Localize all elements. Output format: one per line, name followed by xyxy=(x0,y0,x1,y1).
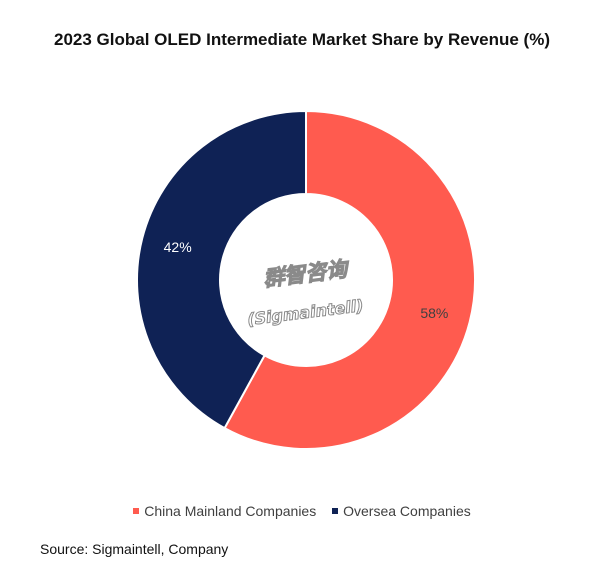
source-note: Source: Sigmaintell, Company xyxy=(40,541,229,557)
legend-item-china-mainland: China Mainland Companies xyxy=(133,503,316,519)
legend-label-oversea: Oversea Companies xyxy=(343,503,471,519)
data-labels: 58% 42% xyxy=(164,239,449,321)
chart-title: 2023 Global OLED Intermediate Market Sha… xyxy=(54,30,550,49)
watermark-chinese: 群智咨询 xyxy=(262,257,351,291)
legend-marker-oversea xyxy=(332,508,339,515)
slice-china-mainland-companies xyxy=(223,109,476,450)
donut-slices xyxy=(136,109,476,450)
data-label-oversea-companies: 42% xyxy=(164,239,192,255)
legend-label-china-mainland: China Mainland Companies xyxy=(144,503,317,519)
watermark-latin: (Sigmaintell) xyxy=(246,296,364,329)
data-label-china-mainland-companies: 58% xyxy=(420,305,448,321)
watermark: 群智咨询 (Sigmaintell) xyxy=(246,256,365,329)
legend-item-oversea: Oversea Companies xyxy=(332,503,471,519)
slice-oversea-companies xyxy=(136,109,307,430)
donut-chart: 58% 42% 群智咨询 (Sigmaintell) xyxy=(136,109,476,450)
legend: China Mainland Companies Oversea Compani… xyxy=(0,503,604,519)
legend-marker-china-mainland xyxy=(133,508,140,515)
